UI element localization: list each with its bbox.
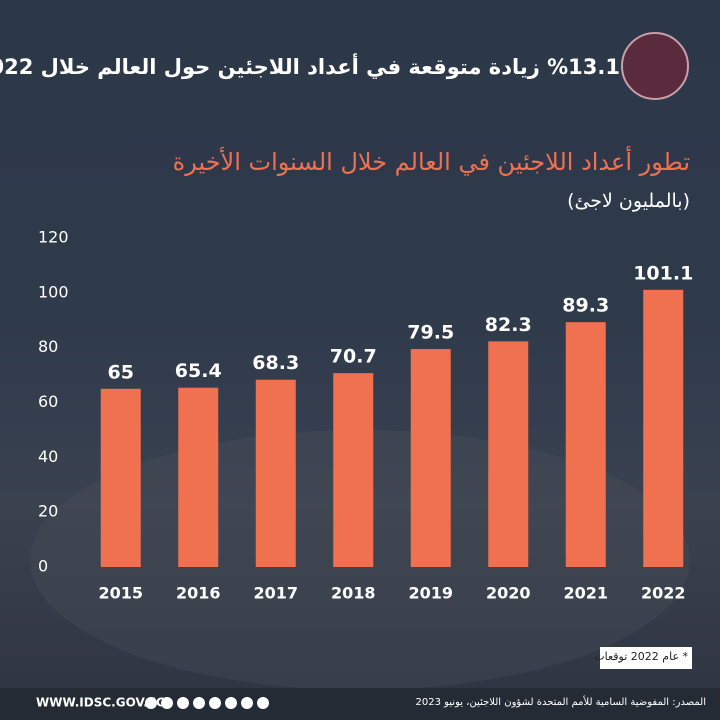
chart-subtitle: تطور أعداد اللاجئين في العالم خلال السنو… (172, 148, 690, 176)
y-tick-label: 80 (38, 337, 58, 356)
social-icons (145, 697, 269, 709)
value-label: 65.4 (175, 360, 222, 382)
value-label: 68.3 (252, 352, 299, 374)
bar (643, 289, 684, 567)
x-tick-label: 2018 (331, 584, 376, 603)
bar (488, 341, 529, 567)
x-tick-label: 2022 (641, 584, 686, 603)
logo-caption: مجلس الوزراء المصري مركز المعلومات ودعم … (79, 0, 80, 1)
bar (333, 373, 374, 567)
value-label: 70.7 (330, 346, 377, 368)
bar (565, 322, 606, 567)
x-tick-label: 2015 (98, 584, 143, 603)
footnote: * عام 2022 توقعات (594, 650, 688, 663)
website: WWW.IDSC.GOV.EG (36, 696, 166, 710)
y-tick-label: 40 (38, 447, 58, 466)
value-label: 101.1 (633, 262, 693, 284)
value-label: 82.3 (485, 314, 532, 336)
y-tick-label: 20 (38, 502, 58, 521)
footer-bar (0, 688, 720, 720)
x-tick-label: 2019 (408, 584, 453, 603)
footnote-box (600, 647, 692, 669)
x-tick-label: 2020 (486, 584, 531, 603)
unit-label: (بالمليون لاجئ) (567, 190, 690, 212)
y-tick-label: 100 (38, 282, 69, 301)
source: المصدر: المفوضية السامية للأمم المتحدة ل… (415, 697, 706, 708)
value-label: 65 (108, 361, 134, 383)
x-tick-label: 2017 (253, 584, 298, 603)
value-label: 89.3 (562, 295, 609, 317)
y-tick-label: 0 (38, 557, 48, 576)
bar (255, 379, 296, 567)
y-tick-label: 120 (38, 228, 69, 247)
x-tick-label: 2021 (563, 584, 608, 603)
chart-title: %13.1 زيادة متوقعة في أعداد اللاجئين حول… (0, 55, 620, 79)
bar (100, 388, 141, 567)
x-tick-label: 2016 (176, 584, 221, 603)
value-label: 79.5 (407, 322, 454, 344)
bar (178, 387, 219, 567)
logo (621, 32, 689, 100)
bar (410, 349, 451, 567)
y-tick-label: 60 (38, 392, 58, 411)
